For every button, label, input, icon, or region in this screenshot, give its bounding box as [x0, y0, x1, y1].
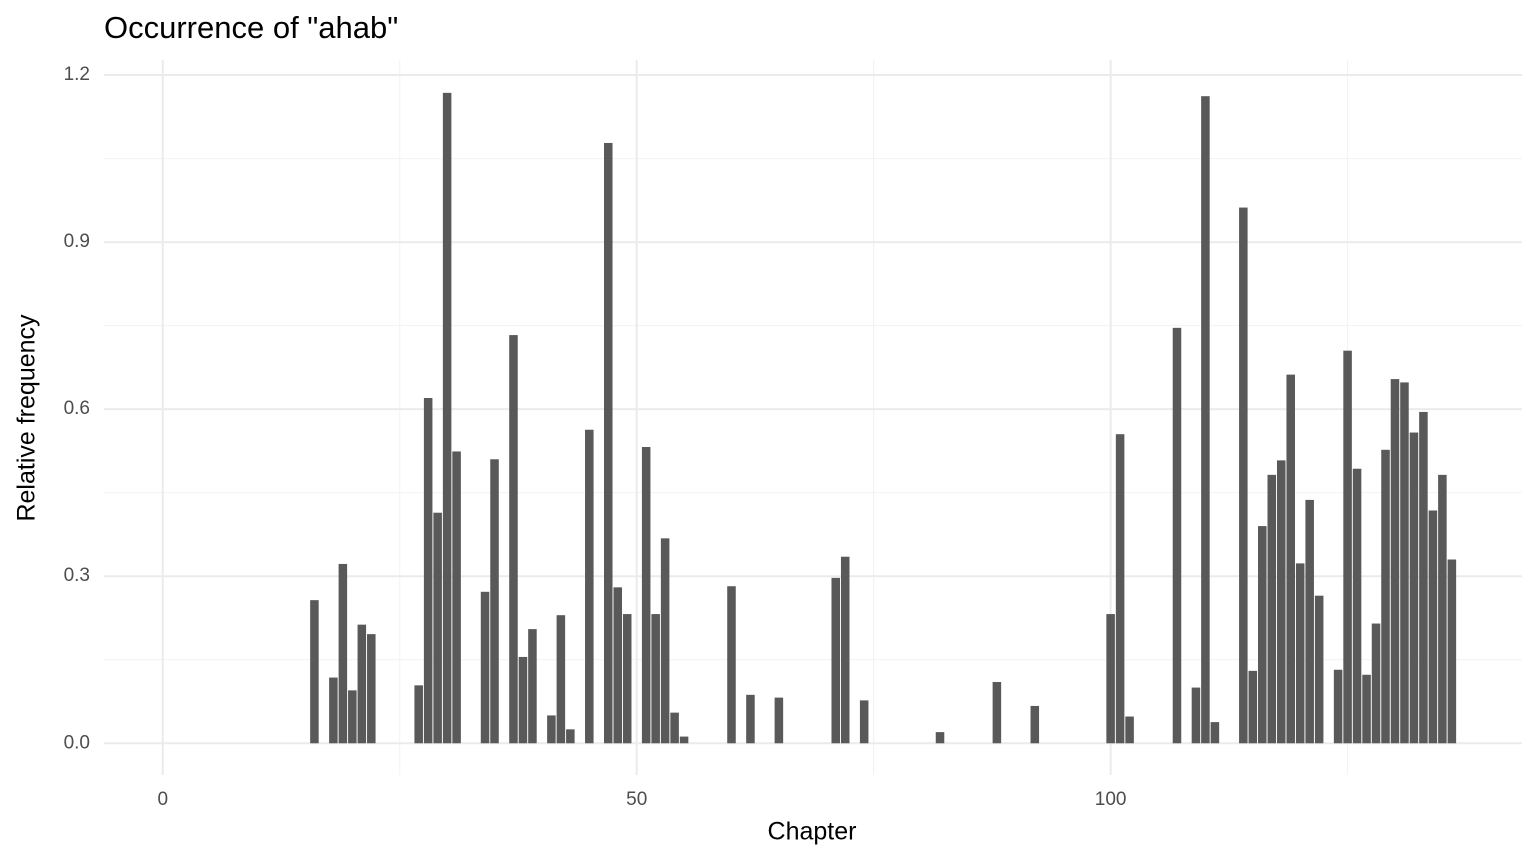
- bar: [1267, 474, 1277, 744]
- bar: [651, 614, 660, 744]
- bar: [641, 447, 651, 744]
- bar: [670, 712, 679, 744]
- bar: [1115, 434, 1125, 744]
- x-tick-label: 50: [626, 789, 647, 810]
- bar: [746, 694, 755, 744]
- bar: [528, 629, 537, 744]
- bar: [1409, 432, 1419, 744]
- bar: [585, 429, 594, 744]
- bar: [622, 614, 632, 744]
- bar: [840, 556, 850, 744]
- y-tick-label: 0.0: [64, 732, 90, 753]
- bar: [1314, 595, 1324, 744]
- bar: [1106, 614, 1115, 744]
- bar: [935, 732, 945, 744]
- x-tick-label: 0: [157, 789, 168, 810]
- bar: [329, 677, 338, 744]
- bar: [1381, 449, 1390, 744]
- bar: [518, 656, 528, 744]
- bar: [1191, 687, 1201, 744]
- bar: [566, 729, 575, 744]
- bar: [1438, 474, 1447, 744]
- bar: [1125, 716, 1134, 744]
- bar: [1295, 563, 1305, 744]
- bar: [338, 563, 348, 744]
- chart-title: Occurrence of "ahab": [104, 10, 398, 45]
- bar: [1390, 379, 1400, 744]
- bar: [1428, 510, 1438, 744]
- bar: [442, 92, 452, 744]
- bar: [831, 577, 841, 744]
- bar: [1286, 374, 1295, 744]
- bar: [1201, 96, 1210, 744]
- bar: [509, 335, 518, 744]
- bar: [1258, 526, 1267, 744]
- bar: [603, 142, 613, 744]
- bar: [859, 700, 869, 744]
- bar: [1419, 411, 1428, 744]
- bar: [1239, 207, 1248, 744]
- bar: [1333, 669, 1343, 744]
- bar: [727, 586, 736, 744]
- bar: [433, 512, 442, 744]
- bar: [679, 736, 689, 744]
- x-tick-label: 100: [1095, 789, 1127, 810]
- bar: [423, 398, 433, 744]
- bar: [556, 615, 566, 744]
- bar: [452, 451, 461, 744]
- bar: [1305, 499, 1314, 744]
- bar: [357, 624, 367, 744]
- bar: [1362, 674, 1371, 744]
- y-tick-label: 0.9: [64, 231, 90, 252]
- bar: [1400, 382, 1409, 744]
- bar: [613, 587, 623, 744]
- bar: [1276, 460, 1286, 744]
- bar: [1343, 350, 1352, 744]
- bar: [660, 538, 670, 744]
- bar: [1352, 468, 1362, 744]
- bar: [348, 690, 357, 744]
- bar: [1371, 623, 1381, 744]
- bar: [1172, 327, 1182, 744]
- y-axis-title: Relative frequency: [13, 314, 41, 522]
- bar: [1447, 559, 1457, 744]
- y-tick-label: 1.2: [64, 64, 90, 85]
- bar: [992, 682, 1002, 744]
- x-axis-title: Chapter: [768, 818, 857, 846]
- bar: [414, 685, 423, 744]
- y-tick-label: 0.3: [64, 565, 90, 586]
- bar: [1248, 670, 1258, 744]
- bar: [1030, 705, 1040, 744]
- bar: [367, 634, 376, 744]
- bar: [490, 459, 499, 744]
- bar: [1210, 722, 1220, 744]
- bar: [310, 600, 319, 744]
- y-tick-label: 0.6: [64, 398, 90, 419]
- bar: [547, 715, 556, 744]
- bar: [480, 591, 490, 744]
- bar: [774, 697, 784, 744]
